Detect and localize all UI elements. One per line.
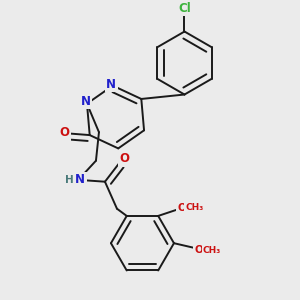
Text: CH₃: CH₃ xyxy=(186,203,204,212)
Text: CH₃: CH₃ xyxy=(203,246,221,255)
Text: N: N xyxy=(106,78,116,91)
Text: O: O xyxy=(194,245,203,255)
Text: O: O xyxy=(59,127,69,140)
Text: H: H xyxy=(64,175,73,184)
Text: N: N xyxy=(80,95,91,108)
Text: O: O xyxy=(177,202,186,212)
Text: N: N xyxy=(75,173,85,186)
Text: Cl: Cl xyxy=(178,2,191,15)
Text: O: O xyxy=(119,152,130,165)
